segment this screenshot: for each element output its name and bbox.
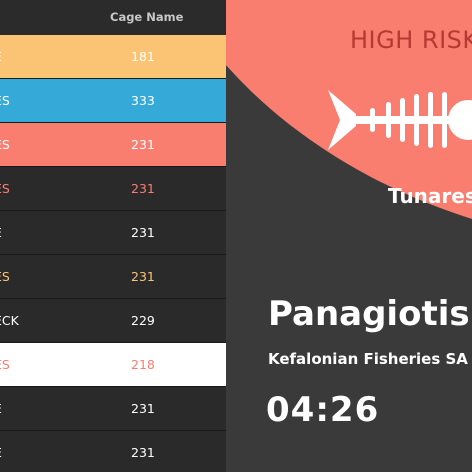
row-cage-name: 229 [131,313,155,328]
table-row[interactable]: E 231 [0,211,226,255]
row-cage-name: 231 [131,181,155,196]
risk-level-label: HIGH RISK [350,26,472,54]
table-header: Cage Name [0,0,226,35]
row-cage-name: 231 [131,269,155,284]
table-row[interactable]: ES 333 [0,79,226,123]
table-row[interactable]: ES 218 [0,343,226,387]
row-species: ES [0,137,10,152]
row-species: ES [0,93,10,108]
row-species: ES [0,357,10,372]
table-row[interactable]: ES 231 [0,123,226,167]
table-row[interactable]: ES 231 [0,167,226,211]
row-species: E [0,445,2,460]
row-cage-name: 231 [131,401,155,416]
row-species: ECK [0,313,19,328]
row-cage-name: 333 [131,93,155,108]
table-row[interactable]: E 231 [0,431,226,472]
row-cage-name: 218 [131,357,155,372]
company-name: Kefalonian Fisheries SA [268,350,468,368]
table-row[interactable]: E 181 [0,35,226,79]
row-species: ES [0,269,10,284]
table-row[interactable]: E 231 [0,387,226,431]
column-header-cage-name: Cage Name [110,10,184,24]
row-cage-name: 231 [131,137,155,152]
species-name: Tunares [388,184,472,208]
row-species: E [0,401,2,416]
table-row[interactable]: ES 231 [0,255,226,299]
table-rows: E181ES333ES231ES231E231ES231ECK229ES218E… [0,35,226,472]
row-species: E [0,49,2,64]
person-name: Panagiotis [268,294,470,334]
table-row[interactable]: ECK 229 [0,299,226,343]
row-species: ES [0,181,10,196]
fish-skeleton-icon [328,90,472,150]
row-species: E [0,225,2,240]
row-cage-name: 181 [131,49,155,64]
detail-panel: HIGH RISK Tunares Panagiotis Kefalonian … [226,0,472,472]
row-cage-name: 231 [131,225,155,240]
timer-readout: 04:26 [266,390,380,430]
row-cage-name: 231 [131,445,155,460]
cage-table: Cage Name E 181 ES 333 ES 231 ES 231 E 231 ES 231 EC… [0,0,226,472]
